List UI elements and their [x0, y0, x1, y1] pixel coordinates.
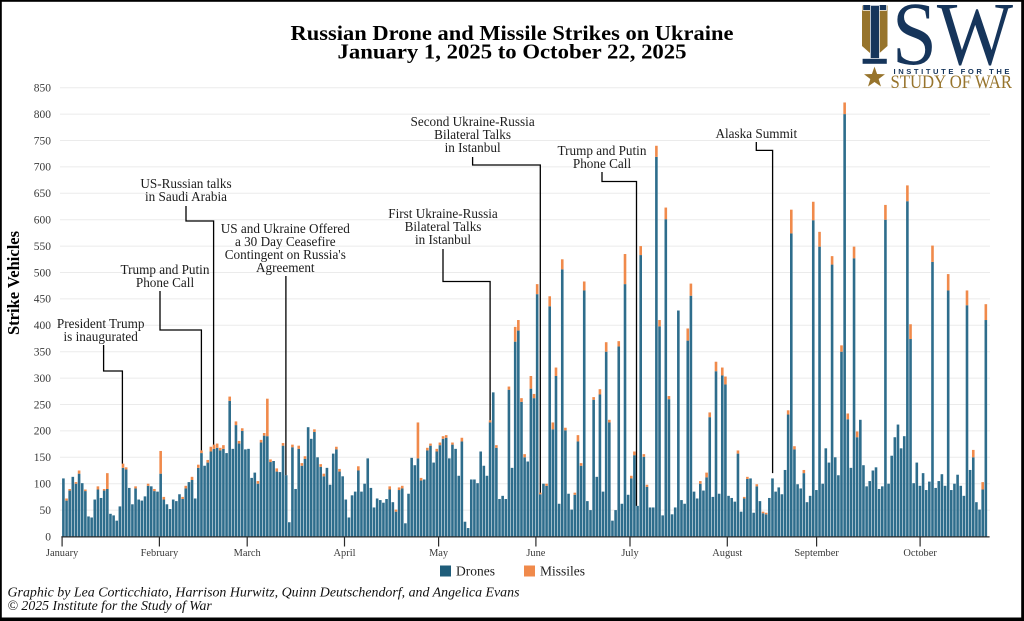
svg-text:February: February — [141, 548, 179, 559]
svg-text:© 2025 Institute for the Study: © 2025 Institute for the Study of War — [8, 598, 213, 613]
svg-text:Phone Call: Phone Call — [573, 156, 632, 171]
svg-text:650: 650 — [34, 188, 52, 200]
svg-text:Trump and Putin: Trump and Putin — [121, 262, 210, 277]
svg-text:100: 100 — [34, 479, 52, 491]
svg-text:0: 0 — [45, 531, 51, 543]
svg-text:September: September — [794, 548, 839, 559]
svg-text:Phone Call: Phone Call — [136, 275, 195, 290]
svg-text:US-Russian talks: US-Russian talks — [140, 176, 231, 191]
svg-text:First Ukraine-Russia: First Ukraine-Russia — [388, 206, 498, 221]
svg-text:May: May — [429, 548, 449, 559]
svg-text:January: January — [46, 548, 79, 559]
svg-text:President Trump: President Trump — [57, 316, 145, 331]
svg-text:in Saudi Arabia: in Saudi Arabia — [145, 189, 227, 204]
svg-text:Contingent on Russia's: Contingent on Russia's — [225, 247, 346, 262]
svg-text:Graphic by Lea Corticchiato, H: Graphic by Lea Corticchiato, Harrison Hu… — [8, 585, 520, 600]
svg-text:a 30 Day Ceasefire: a 30 Day Ceasefire — [235, 234, 336, 249]
svg-text:850: 850 — [34, 83, 52, 95]
svg-text:300: 300 — [34, 373, 52, 385]
svg-text:in Istanbul: in Istanbul — [415, 232, 471, 247]
svg-text:STUDY OF WAR: STUDY OF WAR — [891, 72, 1013, 93]
svg-text:150: 150 — [34, 452, 52, 464]
svg-text:is inaugurated: is inaugurated — [64, 329, 139, 344]
svg-text:July: July — [621, 548, 639, 559]
svg-text:Bilateral Talks: Bilateral Talks — [405, 219, 482, 234]
svg-text:SW: SW — [892, 0, 1013, 84]
svg-text:Second Ukraine-Russia: Second Ukraine-Russia — [411, 114, 535, 129]
svg-text:US and Ukraine Offered: US and Ukraine Offered — [221, 221, 350, 236]
svg-text:October: October — [903, 548, 937, 559]
svg-text:April: April — [334, 548, 356, 559]
svg-text:Russian Drone and Missile Stri: Russian Drone and Missile Strikes on Ukr… — [291, 21, 734, 45]
svg-text:Alaska Summit: Alaska Summit — [715, 126, 797, 141]
svg-text:Bilateral Talks: Bilateral Talks — [434, 127, 511, 142]
svg-text:Trump and Putin: Trump and Putin — [558, 143, 647, 158]
svg-text:INSTITUTE FOR THE: INSTITUTE FOR THE — [894, 67, 1010, 76]
svg-text:January 1, 2025 to October 22,: January 1, 2025 to October 22, 2025 — [338, 40, 687, 64]
svg-text:March: March — [234, 548, 262, 559]
svg-text:Missiles: Missiles — [540, 564, 585, 579]
svg-text:600: 600 — [34, 215, 52, 227]
svg-text:Agreement: Agreement — [256, 260, 315, 275]
svg-text:400: 400 — [34, 320, 52, 332]
svg-text:500: 500 — [34, 267, 52, 279]
svg-text:450: 450 — [34, 294, 52, 306]
svg-text:550: 550 — [34, 241, 52, 253]
svg-text:Strike Vehicles: Strike Vehicles — [4, 230, 23, 335]
svg-text:800: 800 — [34, 109, 52, 121]
svg-text:Drones: Drones — [456, 564, 495, 579]
svg-text:June: June — [526, 548, 545, 559]
svg-text:in Istanbul: in Istanbul — [445, 140, 501, 155]
svg-text:350: 350 — [34, 347, 52, 359]
svg-text:200: 200 — [34, 426, 52, 438]
svg-text:700: 700 — [34, 162, 52, 174]
svg-text:750: 750 — [34, 135, 52, 147]
svg-text:August: August — [712, 548, 742, 559]
svg-text:50: 50 — [40, 505, 52, 517]
svg-text:250: 250 — [34, 399, 52, 411]
